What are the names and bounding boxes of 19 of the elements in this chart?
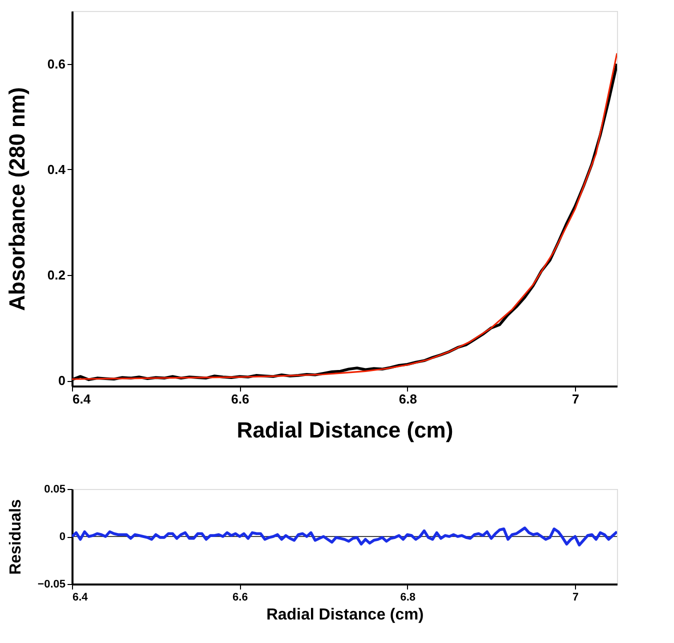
y-axis-title: Residuals: [8, 499, 25, 575]
x-tick-label: 7: [572, 592, 579, 604]
y-tick-label: 0.05: [44, 484, 66, 496]
x-tick-label: 6.4: [72, 392, 92, 406]
x-tick-label: 6.4: [72, 592, 89, 604]
x-tick-label: 7: [572, 392, 580, 406]
x-axis-title: Radial Distance (cm): [236, 418, 454, 442]
y-tick-label: 0: [59, 531, 66, 543]
y-tick-label: 0.6: [47, 56, 66, 72]
y-tick-label: 0.4: [47, 162, 66, 177]
x-tick-label: 6.8: [400, 592, 416, 604]
y-tick-label: 0.2: [47, 268, 66, 283]
x-tick-label: 6.8: [398, 392, 417, 406]
x-tick-label: 6.6: [232, 592, 248, 604]
y-tick-label: 0: [58, 373, 66, 388]
y-axis-title: Absorbance (280 nm): [4, 87, 30, 311]
y-tick-label: −0.05: [38, 578, 66, 590]
x-axis-title: Radial Distance (cm): [266, 606, 424, 624]
x-tick-label: 6.6: [231, 392, 250, 406]
